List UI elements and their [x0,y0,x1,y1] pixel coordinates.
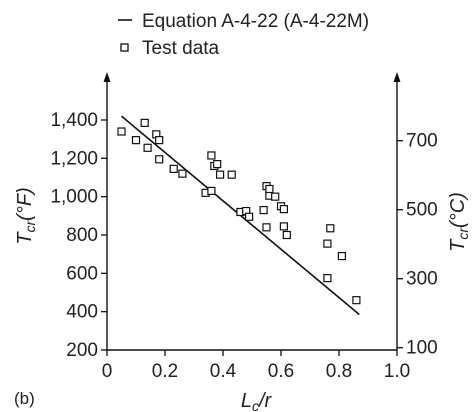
data-marks [117,115,361,316]
y-left-tick-label: 1,200 [50,148,98,169]
data-point [207,151,216,160]
x-axis-label: Lc/r [241,390,273,412]
data-point [131,136,141,145]
data-point [207,186,216,196]
y-right-tick-label: 700 [406,131,438,152]
data-point [169,164,178,173]
data-point [279,205,288,214]
legend-square-marker [120,43,129,52]
axes [103,72,401,351]
y-right-tick-label: 100 [406,338,438,359]
data-point [337,251,346,261]
y-axis-right-label: Tcr(°C) [447,192,471,252]
data-point [117,127,126,136]
panel-label: (b) [14,389,35,408]
data-point [216,170,225,179]
data-point [143,143,152,152]
x-tick-label: 0.6 [268,361,294,382]
legend-entry-test-data: Test data [142,38,220,59]
y-right-tick-label: 500 [406,200,438,221]
y-left-tick-label: 800 [66,225,98,246]
x-tick-label: 0.8 [326,361,352,382]
data-point [213,159,222,169]
y-left-tick-label: 600 [66,263,98,284]
data-point [323,274,332,283]
x-tick-label: 0.4 [210,361,237,382]
ticks: 0 0.2 0.4 0.6 0.8 1.0 200 400 600 800 1,000 1,200 1,… [50,110,437,382]
x-tick-label: 1.0 [384,361,410,382]
data-point [282,230,291,240]
legend-entry-equation: Equation A-4-22 (A-4-22M) [142,11,369,32]
data-point [265,184,274,194]
data-point [140,118,149,127]
data-point [155,136,164,145]
left-axis-arrow [103,72,111,82]
data-point [155,155,164,164]
data-point [352,296,361,305]
right-axis-arrow [393,72,401,82]
y-axis-left-label: Tcr(°F) [14,187,38,244]
data-point [271,192,280,201]
y-left-tick-label: 400 [66,302,98,323]
data-point [279,222,288,231]
legend: Equation A-4-22 (A-4-22M) Test data [118,11,369,59]
data-point [326,224,335,233]
data-point [227,170,236,179]
x-tick-label: 0 [102,361,113,382]
data-point [323,239,332,248]
y-left-tick-label: 1,400 [50,110,98,131]
y-left-tick-label: 200 [66,340,98,361]
data-point [259,205,268,215]
x-tick-label: 0.2 [152,361,178,382]
data-point [178,169,187,178]
y-right-tick-label: 300 [406,269,438,290]
data-point [262,223,271,232]
data-point [245,212,254,221]
y-left-tick-label: 1,000 [50,187,98,208]
